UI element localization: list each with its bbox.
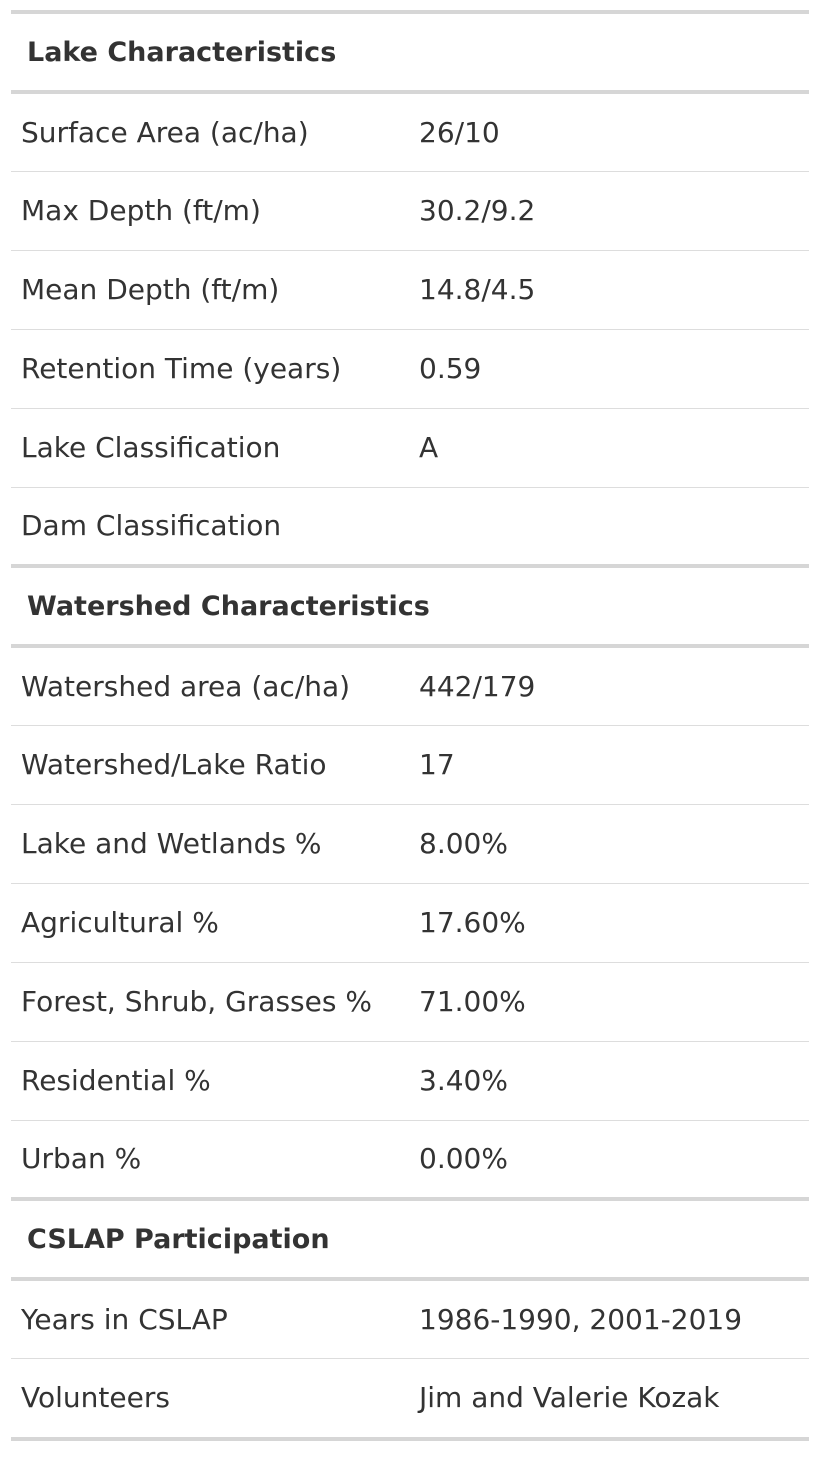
row-value: 3.40% — [409, 1040, 810, 1120]
row-value: 17 — [409, 724, 810, 804]
row-label: Watershed area (ac/ha) — [21, 669, 351, 703]
row-value: 14.8/4.5 — [409, 249, 810, 329]
table-row-watershed-area: Watershed area (ac/ha) 442/179 — [11, 646, 809, 725]
table-row-forest-shrub-grasses: Forest, Shrub, Grasses % 71.00% — [11, 961, 810, 1041]
row-label: Agricultural % — [11, 882, 409, 962]
row-label: Forest, Shrub, Grasses % — [11, 961, 409, 1041]
table-row-max-depth: Max Depth (ft/m) 30.2/9.2 — [11, 170, 810, 250]
row-label: Residential % — [11, 1040, 409, 1120]
row-value — [409, 486, 810, 566]
row-value: 442/179 — [419, 669, 536, 703]
row-label: Retention Time (years) — [11, 328, 409, 408]
lake-info-panel: Lake Characteristics Surface Area (ac/ha… — [11, 10, 810, 1441]
row-label: Dam Classification — [11, 486, 409, 566]
row-label: Lake Classification — [11, 407, 409, 487]
row-label: Urban % — [11, 1119, 409, 1199]
row-label: Max Depth (ft/m) — [11, 170, 409, 250]
row-value: 26/10 — [419, 115, 500, 149]
table-row-watershed-lake-ratio: Watershed/Lake Ratio 17 — [11, 724, 810, 804]
row-value: Jim and Valerie Kozak — [409, 1357, 810, 1437]
table-row-retention-time: Retention Time (years) 0.59 — [11, 328, 810, 408]
table-row-mean-depth: Mean Depth (ft/m) 14.8/4.5 — [11, 249, 810, 329]
row-value: 8.00% — [409, 803, 810, 883]
section-title: CSLAP Participation — [11, 1197, 810, 1281]
table-row-volunteers: Volunteers Jim and Valerie Kozak — [11, 1357, 810, 1437]
row-value: 30.2/9.2 — [409, 170, 810, 250]
table-row-years-in-cslap: Years in CSLAP 1986-1990, 2001-2019 — [11, 1279, 809, 1358]
section-header-watershed-characteristics: Watershed Characteristics — [11, 564, 810, 648]
row-value: 0.59 — [409, 328, 810, 408]
lake-info-table: Lake Characteristics Surface Area (ac/ha… — [11, 10, 810, 1437]
table-row-residential: Residential % 3.40% — [11, 1040, 810, 1120]
table-row-dam-classification: Dam Classification — [11, 486, 810, 566]
row-value: 0.00% — [409, 1119, 810, 1199]
row-label: Volunteers — [11, 1357, 409, 1437]
table-row-agricultural: Agricultural % 17.60% — [11, 882, 810, 962]
row-value: 1986-1990, 2001-2019 — [419, 1302, 743, 1336]
section-title: Watershed Characteristics — [11, 564, 810, 648]
table-row-lake-and-wetlands: Lake and Wetlands % 8.00% — [11, 803, 810, 883]
table-row-lake-classification: Lake Classification A — [11, 407, 810, 487]
row-value: 17.60% — [409, 882, 810, 962]
section-header-cslap-participation: CSLAP Participation — [11, 1197, 810, 1281]
row-label: Surface Area (ac/ha) — [21, 115, 309, 149]
row-label: Lake and Wetlands % — [11, 803, 409, 883]
row-label: Mean Depth (ft/m) — [11, 249, 409, 329]
row-value: 71.00% — [409, 961, 810, 1041]
section-title: Lake Characteristics — [11, 10, 810, 94]
section-header-lake-characteristics: Lake Characteristics — [11, 10, 810, 94]
row-label: Watershed/Lake Ratio — [11, 724, 409, 804]
table-row-urban: Urban % 0.00% — [11, 1119, 810, 1199]
row-label: Years in CSLAP — [21, 1302, 228, 1336]
table-row-surface-area: Surface Area (ac/ha) 26/10 — [11, 92, 809, 171]
row-value: A — [409, 407, 810, 487]
table-bottom-rule — [11, 1437, 809, 1441]
